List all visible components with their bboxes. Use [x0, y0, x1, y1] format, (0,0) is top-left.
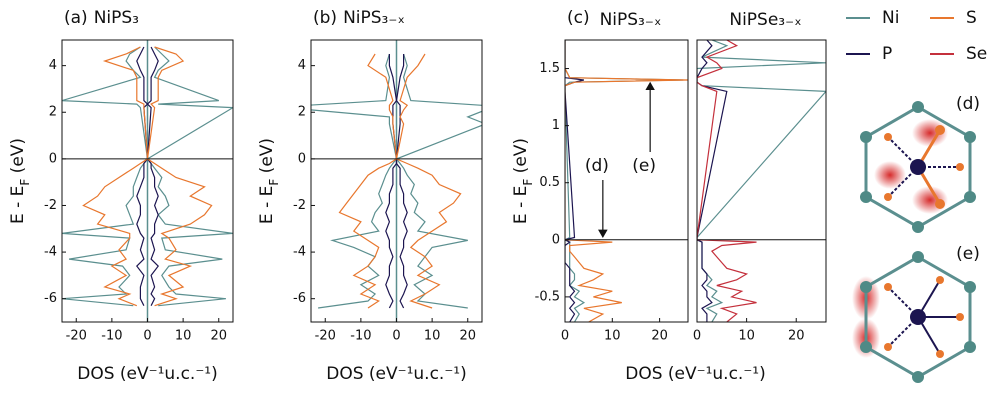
- legend-label: Ni: [882, 8, 899, 28]
- plot-area: [62, 40, 233, 322]
- panel-label: (b): [313, 8, 337, 28]
- axes-frame: [696, 39, 827, 323]
- dos-line: [385, 54, 398, 309]
- x-tick-label: 10: [424, 329, 441, 344]
- x-tick-label: -20: [315, 329, 336, 344]
- plot-area: [697, 40, 826, 322]
- y-axis-label: E - EF (eV): [257, 138, 281, 224]
- x-axis-label: DOS (eV⁻¹u.c.⁻¹): [77, 364, 218, 384]
- x-tick-label: 0: [143, 329, 151, 344]
- y-tick-label: 1: [552, 118, 560, 133]
- x-tick-label: 20: [788, 329, 805, 344]
- y-tick-label: 1.5: [539, 61, 560, 76]
- dos-line: [565, 40, 585, 322]
- legend-label: P: [882, 44, 892, 64]
- x-tick-label: 10: [604, 329, 621, 344]
- y-tick-label: -0.5: [535, 289, 560, 304]
- y-tick-label: -4: [44, 245, 57, 260]
- y-axis-label-part: (eV): [511, 138, 531, 179]
- y-axis-label-part: E - E: [8, 186, 28, 224]
- dos-line: [82, 46, 149, 307]
- y-tick-label: 4: [49, 58, 57, 73]
- panel-label: (c): [567, 8, 590, 28]
- y-tick-label: 0: [49, 151, 57, 166]
- y-axis-label-part: E - E: [257, 186, 277, 224]
- panel-title: NiPS₃₋ₓ: [600, 10, 662, 30]
- dos-line: [395, 53, 482, 309]
- diagram-label: (d): [956, 94, 980, 114]
- diagram-d: (d): [860, 94, 980, 233]
- dos-line: [338, 53, 398, 309]
- x-tick-label: 10: [175, 329, 192, 344]
- plot-area: [311, 40, 482, 322]
- panel-label: (a): [64, 8, 88, 28]
- dos-line: [697, 40, 728, 322]
- x-tick-label: 20: [459, 329, 476, 344]
- panel-title: NiPSe₃₋ₓ: [729, 10, 801, 30]
- legend-label: Se: [966, 44, 987, 64]
- y-tick-label: 0.5: [539, 175, 560, 190]
- y-axis-label: E - EF (eV): [8, 138, 32, 224]
- y-axis-label-part: E - E: [511, 186, 531, 224]
- dos-line: [136, 46, 149, 306]
- dos-line: [697, 40, 826, 322]
- x-tick-label: 10: [738, 329, 755, 344]
- x-tick-label: 0: [561, 329, 569, 344]
- axes-frame: [564, 39, 689, 323]
- y-tick-label: -2: [44, 198, 57, 213]
- dos-line: [146, 46, 159, 306]
- y-axis-label-part: F: [18, 179, 32, 186]
- x-axis-label: DOS (eV⁻¹u.c.⁻¹): [625, 364, 766, 384]
- y-tick-label: -6: [293, 291, 306, 306]
- y-axis-label: E - EF (eV): [511, 138, 535, 224]
- annotation: (e): [632, 156, 656, 176]
- x-tick-label: -10: [101, 329, 122, 344]
- y-axis-label-part: F: [521, 179, 535, 186]
- dos-line: [62, 46, 149, 307]
- x-tick-label: 0: [693, 329, 701, 344]
- x-tick-label: -20: [66, 329, 87, 344]
- x-tick-label: 0: [392, 329, 400, 344]
- dos-line: [395, 53, 462, 309]
- plot-area: [565, 40, 688, 322]
- panel-title: NiPS₃: [94, 8, 139, 28]
- annotation: (d): [585, 156, 609, 176]
- y-tick-label: 0: [298, 151, 306, 166]
- y-axis-label-part: (eV): [257, 138, 277, 179]
- legend-label: S: [966, 8, 977, 28]
- y-tick-label: 2: [298, 105, 306, 120]
- y-tick-label: 2: [49, 105, 57, 120]
- x-axis-label: DOS (eV⁻¹u.c.⁻¹): [326, 364, 467, 384]
- dos-line: [311, 53, 398, 309]
- x-tick-label: 20: [651, 329, 668, 344]
- y-tick-label: -4: [293, 245, 306, 260]
- y-axis-label-part: (eV): [8, 138, 28, 179]
- dos-line: [146, 46, 213, 307]
- dos-line: [395, 54, 408, 309]
- dos-line: [146, 46, 233, 307]
- panel-title: NiPS₃₋ₓ: [343, 8, 405, 28]
- dos-line: [565, 40, 688, 322]
- x-tick-label: 20: [210, 329, 227, 344]
- diagram-label: (e): [956, 244, 980, 264]
- y-tick-label: 0: [552, 232, 560, 247]
- dos-line: [697, 40, 757, 322]
- x-tick-label: -10: [350, 329, 371, 344]
- y-tick-label: -6: [44, 291, 57, 306]
- y-axis-label-part: F: [267, 179, 281, 186]
- y-tick-label: 4: [298, 58, 306, 73]
- diagram-e: (e): [852, 244, 980, 383]
- y-tick-label: -2: [293, 198, 306, 213]
